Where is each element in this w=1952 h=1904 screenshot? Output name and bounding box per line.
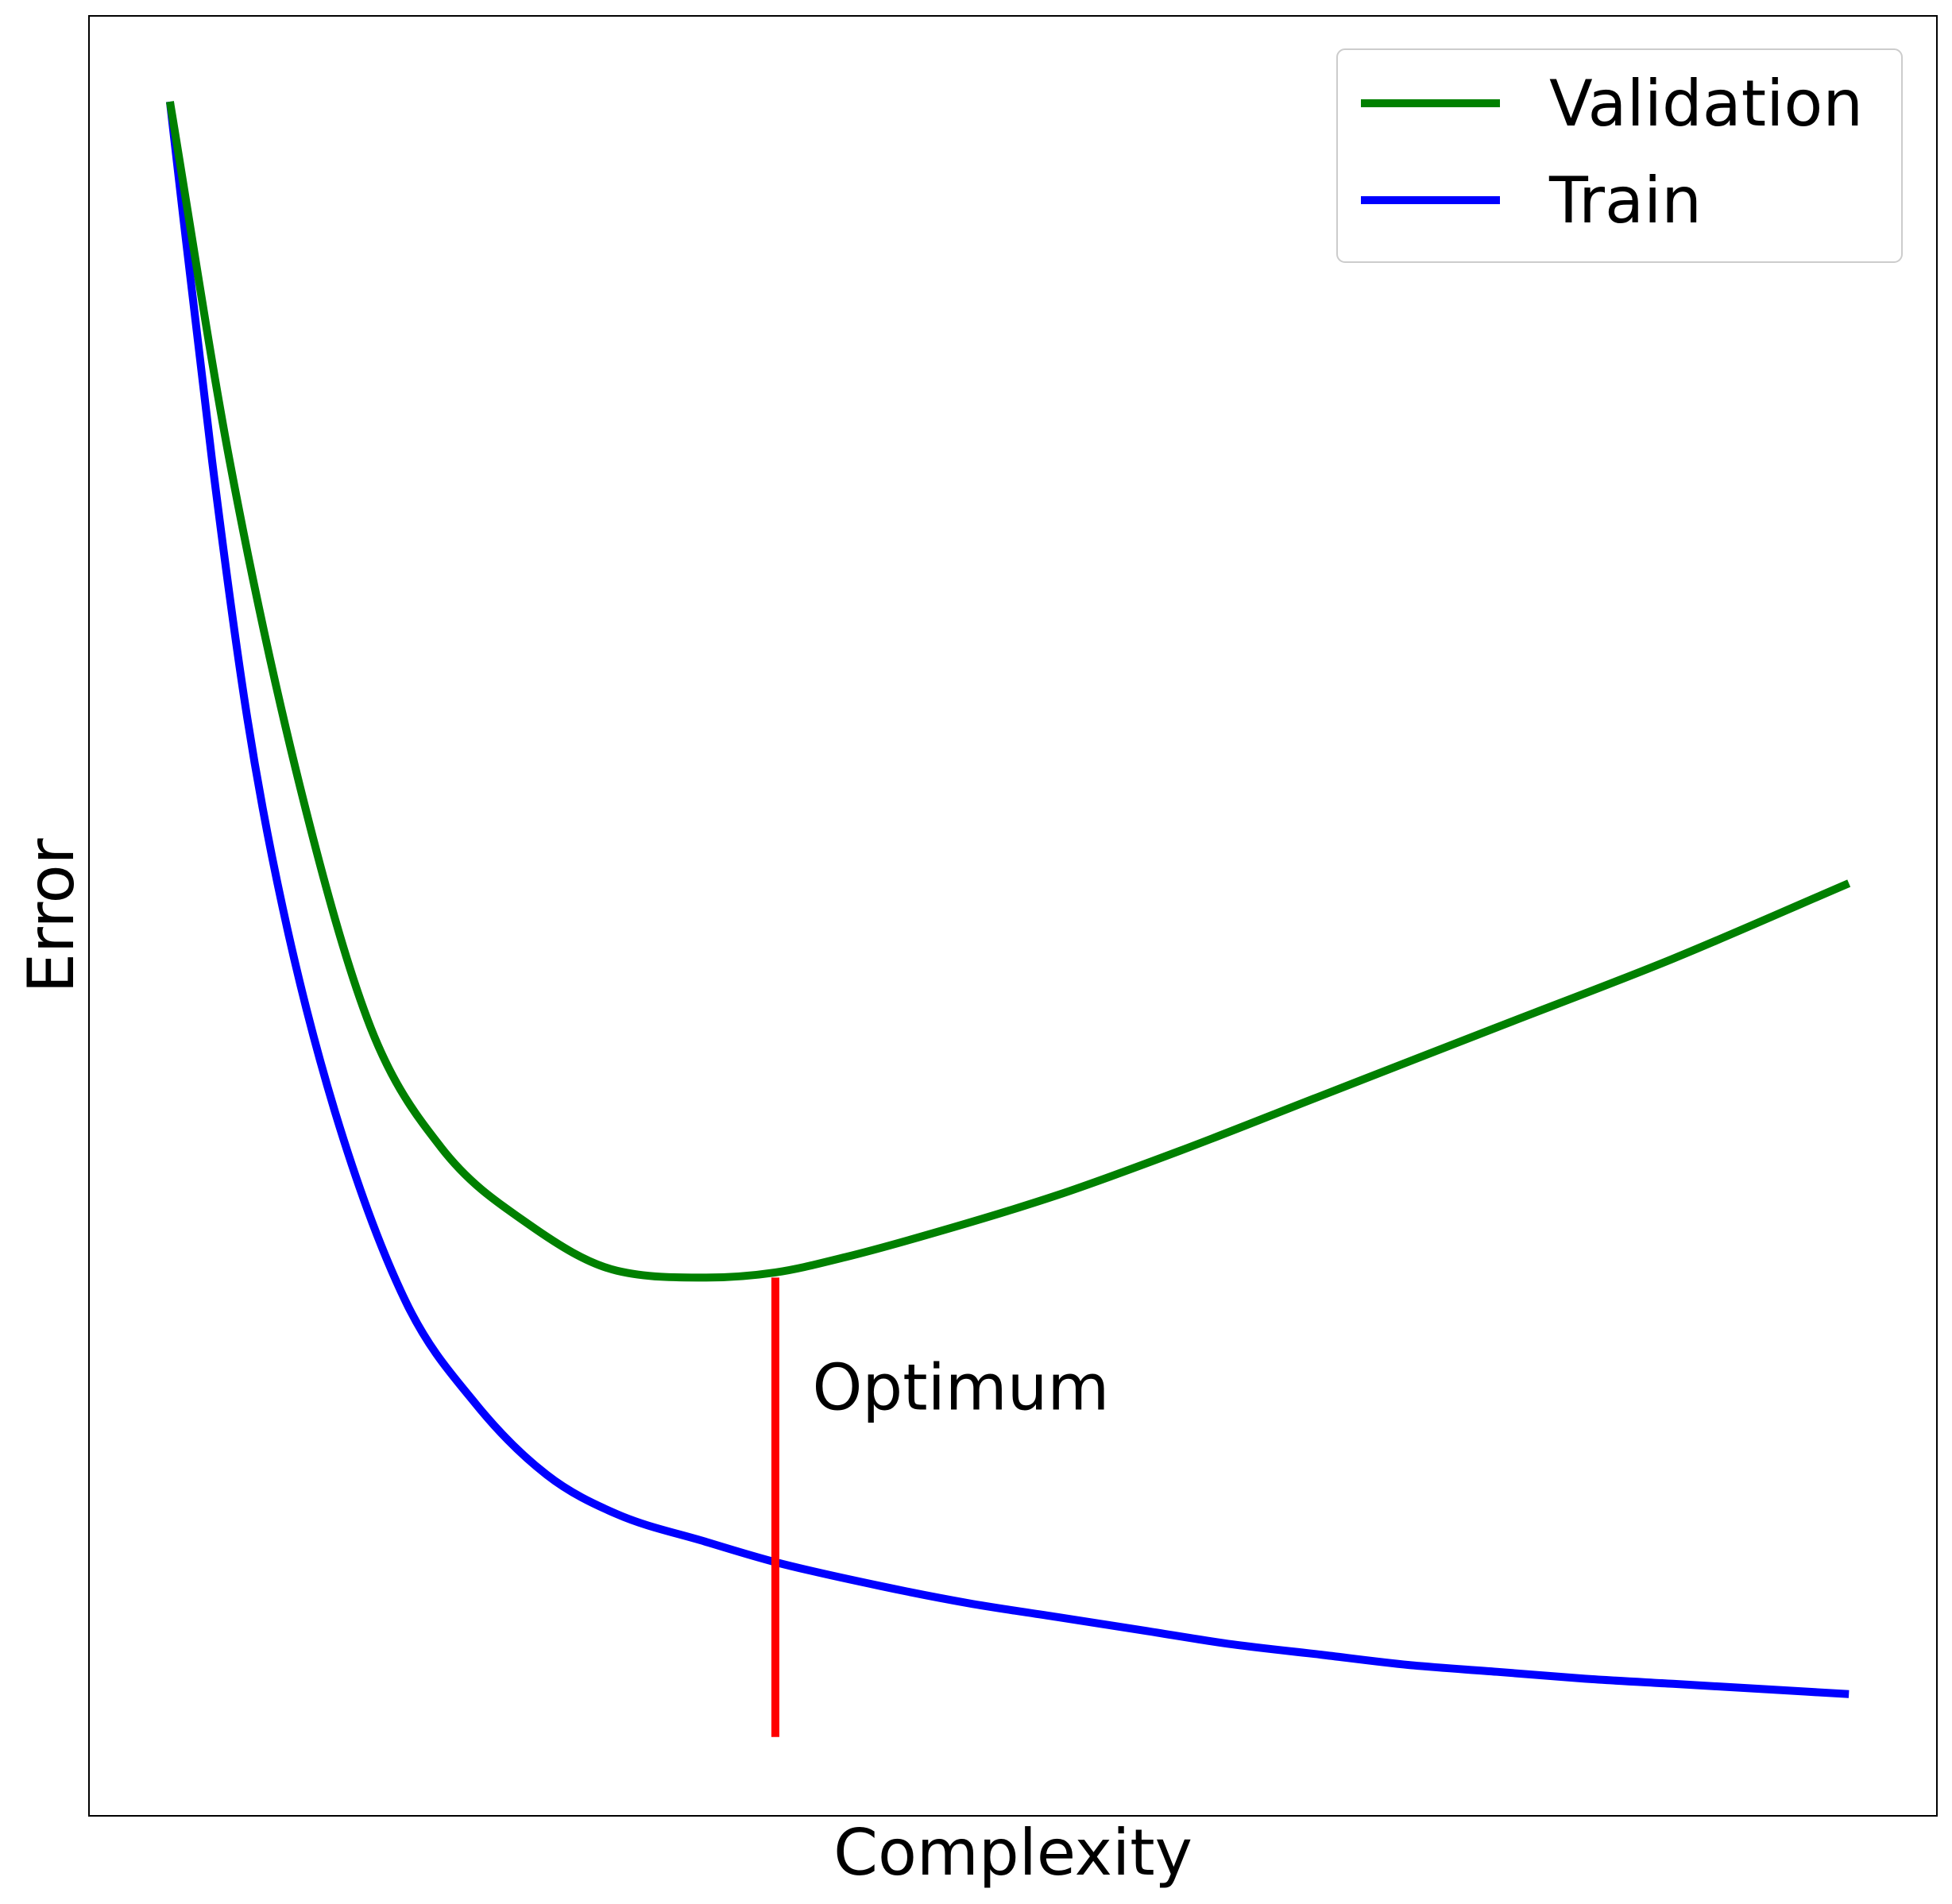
plot-area	[165, 101, 1851, 1737]
legend-validation-label: Validation	[1549, 67, 1863, 141]
optimum-annotation: Optimum	[812, 1350, 1109, 1424]
validation-series-line	[165, 101, 1851, 1282]
legend-train-label: Train	[1548, 164, 1702, 238]
y-axis-label: Error	[14, 838, 88, 993]
axes-frame	[88, 15, 1938, 1817]
train-series-line	[165, 101, 1850, 1698]
x-axis-label: Complexity	[833, 1816, 1192, 1890]
legend: Validation Train	[1336, 48, 1903, 263]
